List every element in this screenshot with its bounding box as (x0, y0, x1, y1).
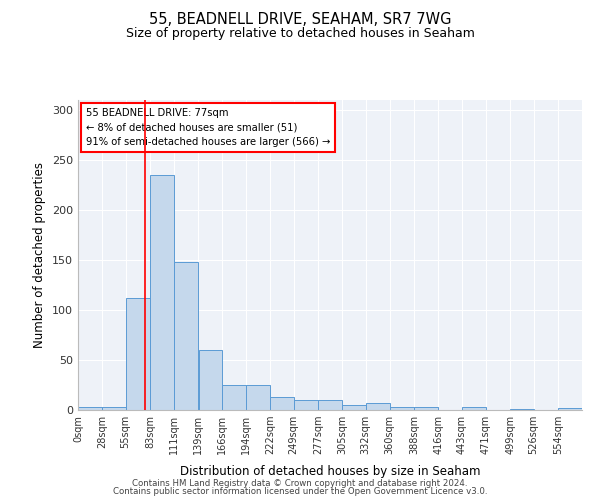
Bar (126, 298, 150, 410)
Bar (246, 385, 270, 410)
X-axis label: Distribution of detached houses by size in Seaham: Distribution of detached houses by size … (180, 466, 480, 478)
Text: Contains public sector information licensed under the Open Government Licence v3: Contains public sector information licen… (113, 487, 487, 496)
Text: 55 BEADNELL DRIVE: 77sqm
← 8% of detached houses are smaller (51)
91% of semi-de: 55 BEADNELL DRIVE: 77sqm ← 8% of detache… (86, 108, 330, 148)
Text: Contains HM Land Registry data © Crown copyright and database right 2024.: Contains HM Land Registry data © Crown c… (132, 478, 468, 488)
Y-axis label: Number of detached properties: Number of detached properties (34, 162, 46, 348)
Bar (174, 262, 198, 410)
Bar (414, 407, 438, 410)
Bar (271, 397, 295, 410)
Text: Size of property relative to detached houses in Seaham: Size of property relative to detached ho… (125, 28, 475, 40)
Bar (558, 408, 582, 410)
Bar (103, 407, 127, 410)
Bar (199, 350, 223, 410)
Text: 55, BEADNELL DRIVE, SEAHAM, SR7 7WG: 55, BEADNELL DRIVE, SEAHAM, SR7 7WG (149, 12, 451, 28)
Bar (294, 400, 318, 410)
Bar (365, 403, 389, 410)
Bar (222, 385, 246, 410)
Bar (510, 409, 534, 410)
Bar (462, 407, 486, 410)
Bar (318, 400, 342, 410)
Bar (150, 175, 174, 410)
Bar (78, 407, 102, 410)
Bar (342, 405, 366, 410)
Bar (390, 407, 414, 410)
